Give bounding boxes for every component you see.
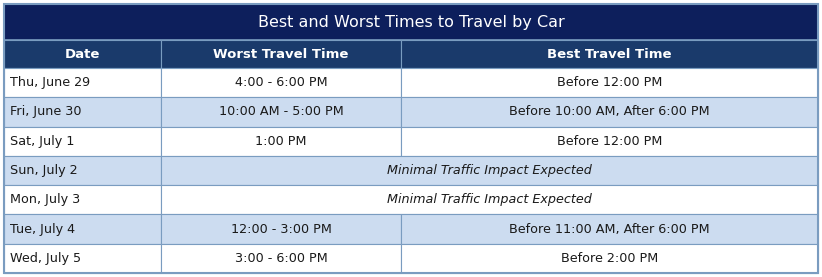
FancyBboxPatch shape xyxy=(401,214,818,244)
Text: Minimal Traffic Impact Expected: Minimal Traffic Impact Expected xyxy=(387,164,592,177)
Text: 12:00 - 3:00 PM: 12:00 - 3:00 PM xyxy=(231,223,331,235)
Text: Sun, July 2: Sun, July 2 xyxy=(10,164,77,177)
FancyBboxPatch shape xyxy=(4,244,161,273)
FancyBboxPatch shape xyxy=(161,244,401,273)
Text: Best and Worst Times to Travel by Car: Best and Worst Times to Travel by Car xyxy=(257,14,565,29)
Text: Worst Travel Time: Worst Travel Time xyxy=(214,47,349,60)
Text: Thu, June 29: Thu, June 29 xyxy=(10,76,90,89)
FancyBboxPatch shape xyxy=(161,127,401,156)
FancyBboxPatch shape xyxy=(161,156,818,185)
FancyBboxPatch shape xyxy=(401,97,818,127)
Text: Date: Date xyxy=(65,47,100,60)
FancyBboxPatch shape xyxy=(161,185,818,214)
FancyBboxPatch shape xyxy=(4,40,161,68)
FancyBboxPatch shape xyxy=(161,68,401,97)
FancyBboxPatch shape xyxy=(161,40,401,68)
Text: 1:00 PM: 1:00 PM xyxy=(256,135,307,148)
FancyBboxPatch shape xyxy=(401,244,818,273)
Text: Before 12:00 PM: Before 12:00 PM xyxy=(557,135,663,148)
Text: Tue, July 4: Tue, July 4 xyxy=(10,223,75,235)
FancyBboxPatch shape xyxy=(4,185,161,214)
FancyBboxPatch shape xyxy=(4,4,818,40)
FancyBboxPatch shape xyxy=(161,97,401,127)
FancyBboxPatch shape xyxy=(4,97,161,127)
Text: Before 12:00 PM: Before 12:00 PM xyxy=(557,76,663,89)
Text: Before 2:00 PM: Before 2:00 PM xyxy=(561,252,658,265)
Text: Minimal Traffic Impact Expected: Minimal Traffic Impact Expected xyxy=(387,193,592,206)
Text: 4:00 - 6:00 PM: 4:00 - 6:00 PM xyxy=(235,76,327,89)
Text: Wed, July 5: Wed, July 5 xyxy=(10,252,81,265)
Text: Sat, July 1: Sat, July 1 xyxy=(10,135,74,148)
FancyBboxPatch shape xyxy=(4,127,161,156)
Text: Fri, June 30: Fri, June 30 xyxy=(10,106,81,119)
Text: Before 10:00 AM, After 6:00 PM: Before 10:00 AM, After 6:00 PM xyxy=(510,106,710,119)
Text: Mon, July 3: Mon, July 3 xyxy=(10,193,81,206)
Text: Before 11:00 AM, After 6:00 PM: Before 11:00 AM, After 6:00 PM xyxy=(510,223,710,235)
FancyBboxPatch shape xyxy=(4,156,161,185)
FancyBboxPatch shape xyxy=(401,40,818,68)
FancyBboxPatch shape xyxy=(4,68,161,97)
Text: 3:00 - 6:00 PM: 3:00 - 6:00 PM xyxy=(235,252,327,265)
Text: 10:00 AM - 5:00 PM: 10:00 AM - 5:00 PM xyxy=(219,106,344,119)
FancyBboxPatch shape xyxy=(161,214,401,244)
FancyBboxPatch shape xyxy=(4,214,161,244)
Text: Best Travel Time: Best Travel Time xyxy=(547,47,672,60)
FancyBboxPatch shape xyxy=(401,127,818,156)
FancyBboxPatch shape xyxy=(401,68,818,97)
